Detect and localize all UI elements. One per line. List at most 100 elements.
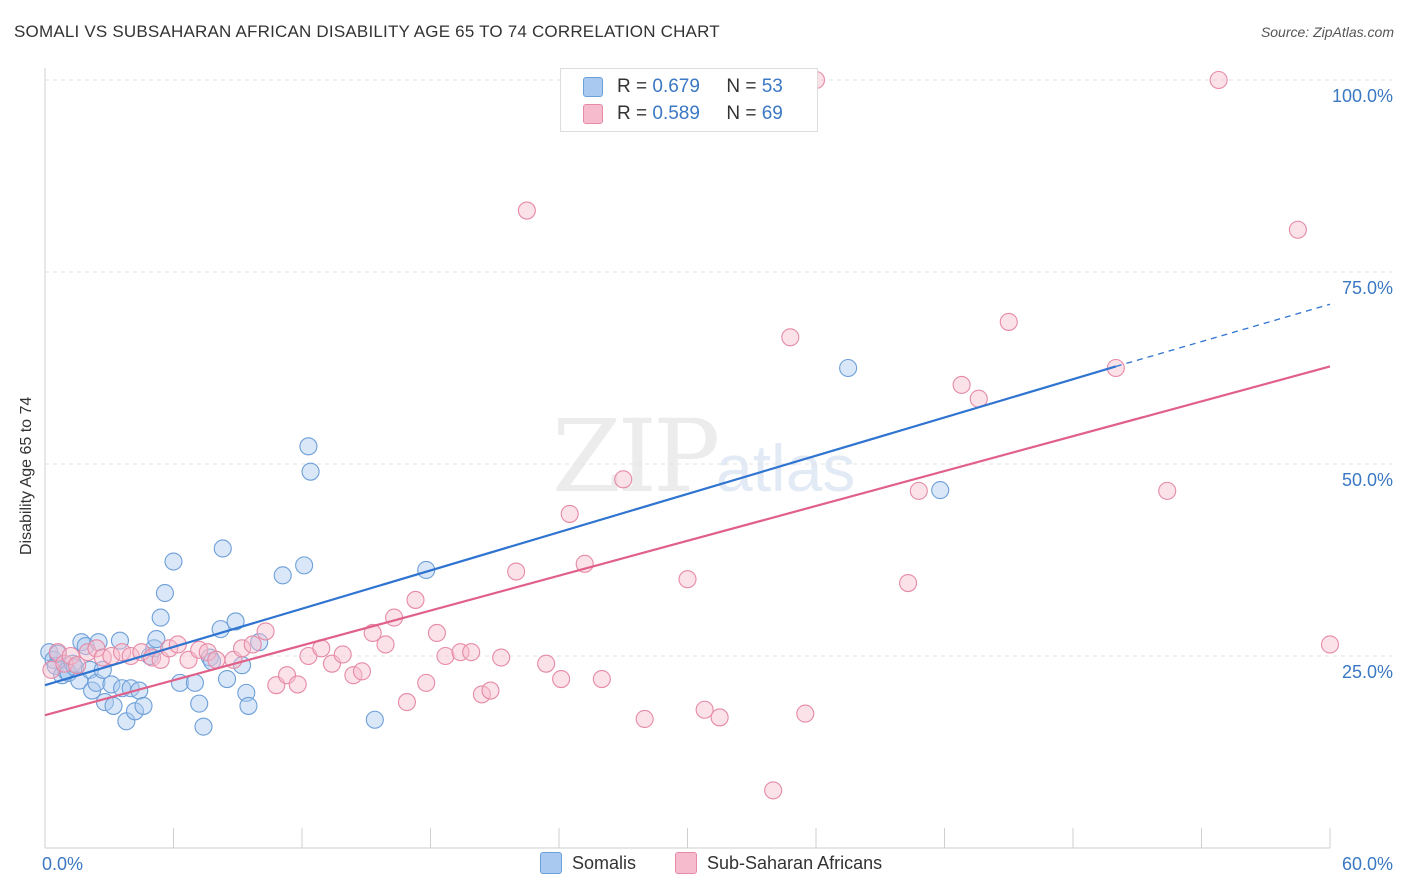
point-somalis-51: [365, 710, 384, 729]
point-subsaharan-30: [333, 645, 352, 664]
point-subsaharan-50: [560, 504, 579, 523]
legend-swatch-somalis: [583, 77, 603, 97]
point-somalis-29: [147, 630, 166, 649]
point-subsaharan-47: [517, 201, 536, 220]
point-somalis-50: [301, 462, 320, 481]
point-subsaharan-64: [952, 375, 971, 394]
legend-swatch-subsaharan: [583, 104, 603, 124]
point-somalis-41: [217, 669, 237, 689]
point-somalis-18: [102, 675, 121, 694]
point-subsaharan-56: [695, 700, 714, 719]
x-tick-label-max: 60.0%: [1342, 854, 1393, 874]
legend-r-label: R =: [617, 76, 648, 97]
point-somalis-31: [155, 583, 174, 603]
point-subsaharan-70: [1288, 220, 1307, 239]
point-somalis-35: [190, 694, 209, 713]
point-somalis-19: [104, 696, 123, 715]
watermark-atlas: atlas: [716, 431, 856, 505]
point-subsaharan-40: [436, 646, 455, 666]
chart-title: SOMALI VS SUBSAHARAN AFRICAN DISABILITY …: [14, 22, 720, 41]
legend: R = 0.679 N = 53 R = 0.589 N = 69: [560, 68, 818, 132]
bottom-legend-swatch-somalis: [540, 852, 562, 874]
point-subsaharan-26: [288, 675, 307, 694]
point-subsaharan-71: [1320, 635, 1340, 654]
point-subsaharan-48: [537, 654, 556, 673]
point-subsaharan-66: [999, 312, 1018, 331]
point-subsaharan-45: [492, 648, 511, 667]
point-somalis-20: [110, 631, 130, 650]
point-subsaharan-39: [427, 623, 446, 643]
legend-n-value-somalis: 53: [761, 76, 783, 97]
point-somalis-30: [151, 608, 170, 627]
legend-r-value-somalis: 0.679: [652, 76, 700, 97]
point-somalis-47: [273, 566, 292, 585]
point-subsaharan-32: [352, 662, 372, 681]
point-subsaharan-63: [909, 481, 928, 500]
y-tick-label-50: 50.0%: [1342, 470, 1393, 490]
point-somalis-49: [299, 437, 318, 456]
point-somalis-32: [164, 552, 183, 571]
point-subsaharan-35: [385, 608, 404, 627]
point-subsaharan-31: [344, 666, 363, 685]
point-subsaharan-22: [243, 635, 262, 654]
point-subsaharan-11: [132, 643, 151, 662]
point-somalis-48: [295, 556, 314, 575]
legend-n-value-subsaharan: 69: [761, 103, 783, 124]
point-somalis-44: [237, 683, 256, 702]
point-subsaharan-9: [113, 643, 132, 662]
point-subsaharan-53: [614, 470, 633, 489]
point-subsaharan-42: [462, 643, 481, 662]
point-subsaharan-68: [1158, 481, 1177, 500]
legend-n-label: N =: [726, 103, 757, 124]
point-subsaharan-52: [592, 669, 611, 689]
point-subsaharan-4: [68, 656, 87, 675]
point-somalis-14: [87, 673, 106, 692]
point-somalis-24: [125, 702, 144, 721]
point-subsaharan-57: [710, 708, 729, 727]
point-subsaharan-46: [507, 562, 526, 581]
bottom-legend-label-subsaharan: Sub-Saharan Africans: [707, 852, 883, 873]
point-somalis-42: [226, 612, 245, 631]
legend-row-somalis: R = 0.679 N = 53: [583, 75, 783, 99]
legend-r-label: R =: [617, 103, 648, 124]
point-subsaharan-60: [796, 704, 815, 723]
point-subsaharan-38: [417, 673, 436, 692]
legend-row-subsaharan: R = 0.589 N = 69: [583, 102, 783, 126]
legend-n-label: N =: [726, 76, 757, 97]
point-somalis-36: [194, 717, 213, 736]
trendline-extension-somalis: [1115, 303, 1331, 368]
trendline-somalis: [44, 365, 1117, 687]
point-somalis-54: [931, 481, 950, 500]
point-subsaharan-43: [472, 685, 491, 704]
chart-source: Source: ZipAtlas.com: [1260, 24, 1394, 40]
point-subsaharan-58: [764, 781, 783, 800]
point-subsaharan-37: [406, 590, 425, 609]
point-subsaharan-49: [552, 669, 571, 689]
bottom-legend: Somalis Sub-Saharan Africans: [0, 852, 1406, 876]
point-subsaharan-19: [207, 650, 226, 669]
point-subsaharan-69: [1209, 70, 1228, 90]
y-tick-label-25: 25.0%: [1342, 662, 1393, 682]
point-subsaharan-3: [61, 646, 80, 666]
point-subsaharan-55: [678, 570, 697, 589]
x-tick-label-min: 0.0%: [42, 854, 83, 874]
point-subsaharan-44: [481, 681, 500, 700]
legend-r-value-subsaharan: 0.589: [652, 103, 700, 124]
point-subsaharan-6: [87, 639, 106, 658]
point-subsaharan-62: [899, 573, 918, 593]
point-somalis-26: [134, 696, 153, 715]
bottom-legend-somalis: Somalis: [540, 852, 636, 874]
bottom-legend-subsaharan: Sub-Saharan Africans: [675, 852, 882, 874]
point-somalis-53: [839, 358, 858, 378]
point-subsaharan-59: [781, 328, 800, 347]
point-subsaharan-23: [256, 622, 275, 641]
bottom-legend-swatch-subsaharan: [675, 852, 697, 874]
point-subsaharan-33: [363, 623, 382, 643]
watermark-zip: ZIP: [552, 398, 720, 515]
y-tick-label-75: 75.0%: [1342, 278, 1393, 298]
y-tick-label-100: 100.0%: [1332, 86, 1393, 106]
point-somalis-45: [239, 696, 258, 715]
point-subsaharan-15: [168, 635, 187, 654]
point-subsaharan-54: [635, 709, 654, 729]
